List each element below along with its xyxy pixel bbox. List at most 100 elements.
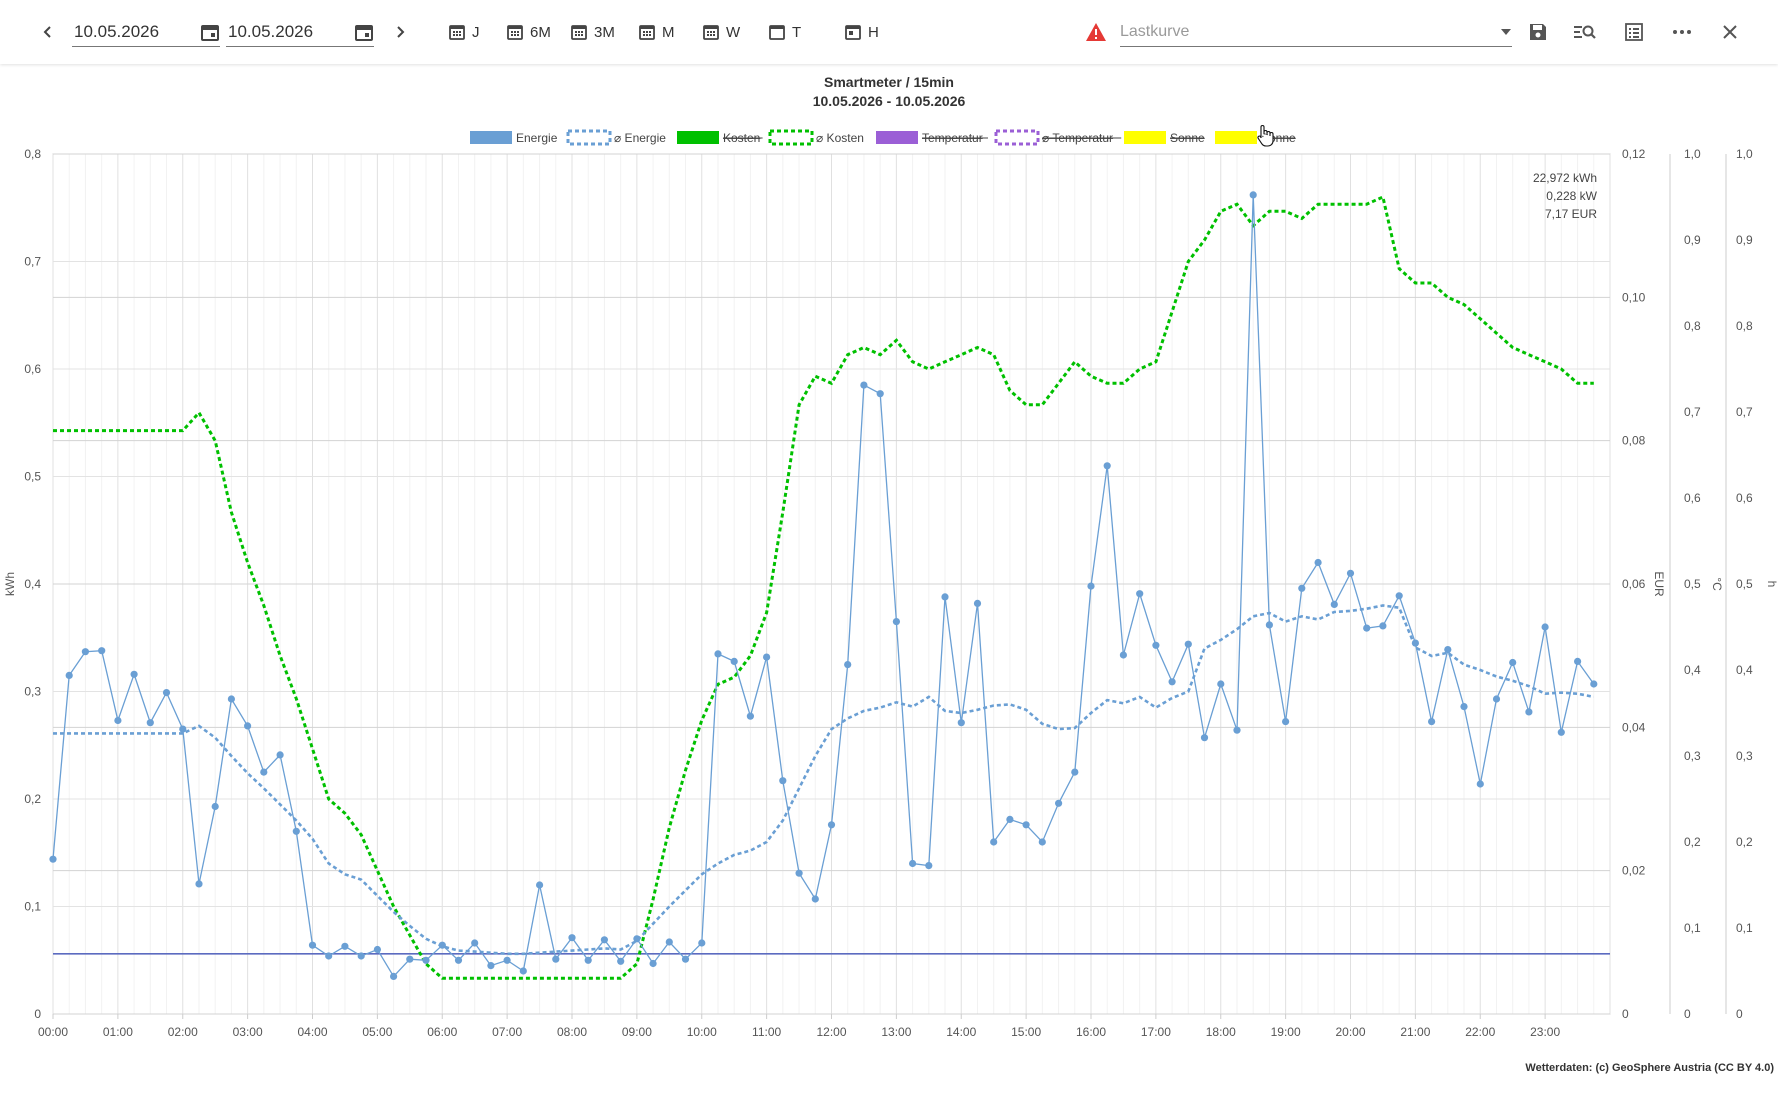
- data-point-energy: [811, 895, 819, 903]
- y-tick-label-kwh: 0,7: [24, 255, 41, 269]
- legend-item[interactable]: ⌀ Energie: [566, 129, 666, 146]
- y-tick-label-kwh: 0,6: [24, 362, 41, 376]
- legend-item[interactable]: Sonne: [1124, 131, 1205, 145]
- y-tick-label-temp: 1,0: [1684, 147, 1701, 161]
- data-point-energy: [698, 939, 706, 947]
- data-point-energy: [617, 957, 625, 965]
- range-button-day[interactable]: T: [768, 18, 801, 46]
- legend-label: ⌀ Kosten: [816, 131, 864, 145]
- data-point-energy: [941, 593, 949, 601]
- legend-item[interactable]: Energie: [470, 131, 558, 145]
- y-tick-label-sun: 0,4: [1736, 663, 1753, 677]
- y-tick-label-temp: 0,4: [1684, 663, 1701, 677]
- axes: 0 0,1 0,2 0,3 0,4 0,5 0,6 0,7 0,8 0 0,02 0,04 0,06 0,…: [3, 147, 1778, 1039]
- y-tick-label-eur: 0,12: [1622, 147, 1646, 161]
- calendar-icon[interactable]: [200, 22, 220, 42]
- data-point-energy: [649, 959, 657, 968]
- data-point-energy: [746, 712, 755, 720]
- y-tick-label-kwh: 0,2: [24, 792, 41, 806]
- date-to-field[interactable]: 10.05.2026: [226, 18, 374, 47]
- x-tick-label: 19:00: [1271, 1025, 1301, 1039]
- chart-subtitle: 10.05.2026 - 10.05.2026: [813, 93, 966, 109]
- data-point-energy: [827, 821, 836, 829]
- data-point-energy: [325, 952, 333, 960]
- chart-type-select[interactable]: Lastkurve: [1120, 18, 1512, 47]
- data-point-energy: [1525, 708, 1533, 716]
- x-tick-label: 13:00: [881, 1025, 911, 1039]
- data-point-energy: [584, 956, 592, 964]
- table-view-button[interactable]: [1622, 20, 1646, 44]
- data-point-energy: [1200, 734, 1209, 742]
- y-tick-label-sun: 0,9: [1736, 233, 1753, 247]
- data-point-energy: [503, 956, 511, 964]
- data-point-energy: [162, 689, 171, 697]
- legend-item[interactable]: ⌀ Kosten: [768, 129, 864, 146]
- range-button-year[interactable]: J: [448, 18, 480, 46]
- data-point-energy: [1152, 641, 1160, 649]
- range-label: 6M: [530, 23, 551, 41]
- save-button[interactable]: [1526, 20, 1550, 44]
- y-tick-label-temp: 0,8: [1684, 319, 1701, 333]
- next-period-button[interactable]: [388, 18, 412, 46]
- calendar-icon[interactable]: [354, 22, 374, 42]
- data-point-energy: [1379, 622, 1387, 630]
- y-tick-label-sun: 0,1: [1736, 921, 1753, 935]
- data-point-energy: [373, 945, 381, 954]
- x-tick-label: 23:00: [1530, 1025, 1560, 1039]
- range-button-month[interactable]: M: [638, 18, 675, 46]
- data-point-energy: [1541, 623, 1549, 631]
- more-options-button[interactable]: [1670, 20, 1694, 44]
- data-point-energy: [422, 956, 430, 964]
- y-tick-label-temp: 0: [1684, 1007, 1691, 1021]
- summary-box: 22,972 kWh 0,228 kW 7,17 EUR: [1533, 171, 1598, 221]
- y-tick-label-sun: 0,2: [1736, 835, 1753, 849]
- prev-period-button[interactable]: [36, 18, 60, 46]
- close-button[interactable]: [1718, 20, 1742, 44]
- range-button-3m[interactable]: 3M: [570, 18, 615, 46]
- legend-swatch: [566, 129, 612, 146]
- legend-item[interactable]: ⌀ Temperatur: [994, 129, 1122, 146]
- x-tick-label: 03:00: [233, 1025, 263, 1039]
- date-from-field[interactable]: 10.05.2026: [72, 18, 220, 47]
- x-tick-label: 14:00: [946, 1025, 976, 1039]
- chart-title: Smartmeter / 15min: [824, 74, 954, 90]
- data-point-energy: [1444, 646, 1452, 654]
- caret-down-icon: [1501, 29, 1511, 35]
- y-tick-label-temp: 0,7: [1684, 405, 1701, 419]
- range-button-6m[interactable]: 6M: [506, 18, 551, 46]
- legend-swatch: [876, 131, 918, 144]
- legend-item[interactable]: Sonne: [1215, 131, 1296, 145]
- x-tick-label: 07:00: [492, 1025, 522, 1039]
- y-tick-label-kwh: 0: [34, 1007, 41, 1021]
- data-point-energy: [1071, 768, 1079, 776]
- data-point-energy: [195, 880, 203, 888]
- y-tick-label-kwh: 0,3: [24, 685, 41, 699]
- data-point-energy: [179, 725, 187, 733]
- calendar-today-icon: [845, 25, 861, 40]
- data-point-energy: [114, 716, 122, 725]
- series-line-cost-avg: [53, 194, 1594, 980]
- x-tick-label: 05:00: [362, 1025, 392, 1039]
- x-tick-label: 04:00: [297, 1025, 327, 1039]
- data-point-energy: [1298, 584, 1306, 592]
- legend-item[interactable]: Kosten: [677, 131, 763, 145]
- data-point-energy: [892, 618, 901, 626]
- calendar-icon: [507, 25, 523, 40]
- zoom-search-icon: [1574, 25, 1596, 39]
- data-point-energy: [1363, 624, 1371, 632]
- data-point-energy: [730, 657, 738, 666]
- data-point-energy: [1233, 726, 1241, 734]
- range-button-week[interactable]: W: [702, 18, 740, 46]
- legend-label: Energie: [516, 131, 558, 145]
- data-point-energy: [1330, 600, 1338, 609]
- range-label: J: [472, 23, 480, 41]
- y-tick-label-kwh: 0,8: [24, 147, 41, 161]
- range-button-hour[interactable]: H: [844, 18, 879, 46]
- legend-item[interactable]: Temperatur: [876, 131, 988, 145]
- zoom-search-button[interactable]: [1572, 20, 1598, 44]
- data-point-energy: [276, 751, 284, 759]
- x-tick-label: 20:00: [1335, 1025, 1365, 1039]
- data-point-energy: [1428, 718, 1436, 726]
- data-point-energy: [1395, 592, 1403, 600]
- data-point-energy: [341, 942, 349, 950]
